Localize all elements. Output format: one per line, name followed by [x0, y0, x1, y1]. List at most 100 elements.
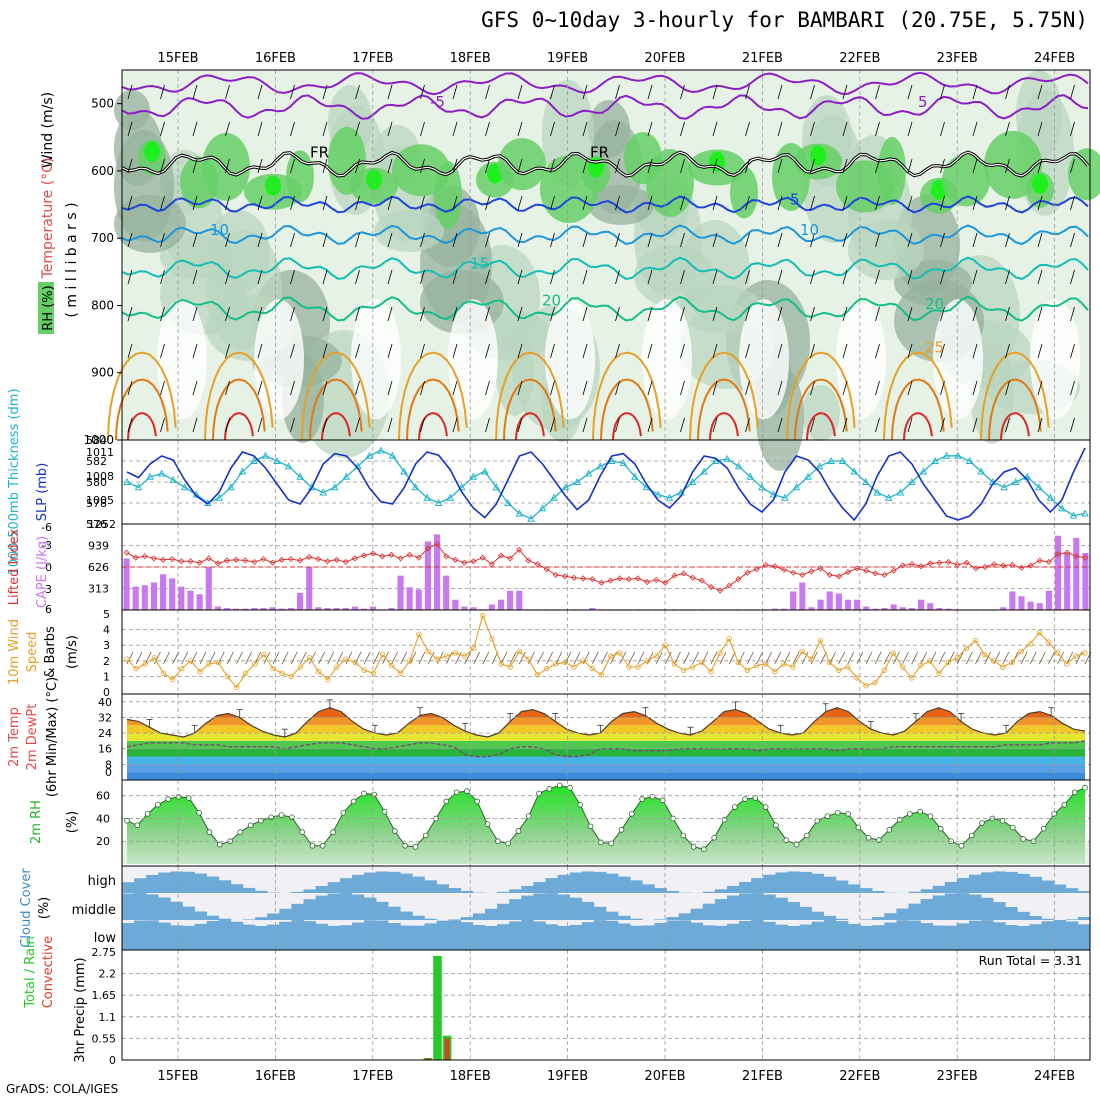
wind-speed-point-11 — [224, 673, 231, 680]
wind-speed-point-81 — [863, 683, 869, 689]
cloud-1-17 — [327, 893, 341, 920]
cape-bar-74 — [799, 582, 806, 610]
contour-label-3: 5 — [790, 191, 800, 209]
rh2m-point-1 — [134, 822, 141, 829]
cape-bar-75 — [808, 607, 815, 610]
cloud-2-54 — [775, 924, 788, 950]
cloud-1-24 — [412, 915, 425, 920]
li-point-8 — [196, 559, 203, 566]
barb-28-8 — [1037, 380, 1043, 396]
li-point-73 — [790, 569, 797, 576]
wind-speed-point-0 — [124, 656, 130, 662]
cape-bar-100 — [1036, 603, 1043, 610]
thickness-point-73 — [965, 457, 974, 464]
wind-speed-point-36 — [452, 650, 459, 656]
li-point-20 — [306, 553, 313, 561]
barb-28-5 — [1037, 269, 1043, 285]
thickness-point-72 — [954, 451, 962, 459]
thickness-point-27 — [434, 499, 443, 506]
cloud-1-62 — [872, 917, 885, 920]
cloud-0-40 — [606, 873, 619, 893]
barb-13-3 — [550, 195, 555, 211]
rh-shade-46 — [634, 245, 714, 307]
thickness-tick-2: 580 — [86, 476, 107, 489]
wind-barb-51 — [592, 651, 599, 665]
li-point-39 — [479, 554, 486, 561]
thickness-point-49 — [688, 478, 697, 485]
day-label-bottom-5: 20FEB — [644, 1069, 685, 1084]
wind-barb-46 — [546, 651, 554, 665]
cloud-2-1 — [134, 920, 147, 950]
temp-band-7 — [127, 717, 1085, 726]
rh2m-point-29 — [422, 832, 429, 839]
barb-10-0 — [452, 84, 458, 100]
wind-speed-point-33 — [425, 648, 431, 655]
li-point-99 — [1027, 562, 1034, 569]
barb-13-4 — [550, 232, 555, 248]
rh2m-point-65 — [793, 841, 800, 848]
wind-speed-point-48 — [562, 659, 568, 666]
thickness-point-40 — [584, 469, 593, 477]
barb-2-0 — [192, 84, 198, 100]
barb-29-4 — [1070, 232, 1075, 248]
wind-speed-point-53 — [607, 653, 614, 659]
cloud-2-38 — [581, 922, 595, 950]
cloud-1-28 — [460, 917, 474, 920]
cloud-0-8 — [218, 880, 232, 893]
cloud-2-8 — [218, 920, 232, 950]
li-point-30 — [397, 555, 404, 562]
barb-6-6 — [322, 306, 328, 322]
cloud-1-40 — [606, 911, 619, 920]
cloud-1-31 — [497, 903, 510, 920]
cloud-0-16 — [315, 886, 328, 893]
rh2m-point-18 — [309, 842, 316, 849]
thickness-point-34 — [515, 509, 524, 517]
barb-22-8 — [842, 380, 848, 396]
barb-27-2 — [1005, 158, 1010, 174]
barb-29-1 — [1070, 121, 1075, 137]
barb-27-8 — [1005, 380, 1010, 396]
wind-tick-5: 5 — [103, 608, 110, 621]
wind-speed-point-60 — [671, 661, 678, 667]
wind-speed-point-37 — [461, 653, 468, 659]
cloud-ylabel-1: Cloud Cover — [19, 868, 34, 948]
cloud-0-45 — [666, 890, 679, 893]
day-label-bottom-4: 19FEB — [547, 1069, 588, 1084]
upper-ytick-label-0: 500 — [91, 97, 114, 111]
barb-8-2 — [387, 158, 393, 174]
wind-barb-1 — [135, 651, 143, 665]
cloud-1-50 — [727, 895, 740, 920]
cloud-0-31 — [497, 891, 510, 893]
rh2m-point-41 — [546, 786, 553, 792]
li-point-84 — [890, 567, 897, 574]
cloud-1-51 — [739, 893, 752, 920]
li-point-103 — [1064, 549, 1071, 556]
cape-bar-89 — [936, 607, 943, 610]
cloud-1-79 — [1077, 916, 1091, 920]
cloud-2-16 — [315, 923, 328, 950]
wind-barb-92 — [966, 651, 973, 665]
wind-speed-point-102 — [1054, 650, 1061, 656]
cape-bar-78 — [835, 593, 842, 610]
li-point-5 — [169, 556, 176, 563]
barb-8-0 — [387, 84, 393, 100]
wind-speed-point-66 — [726, 636, 732, 642]
cloud-2-74 — [1017, 925, 1030, 950]
temp-band-5 — [127, 733, 1085, 741]
rh2m-point-82 — [968, 832, 975, 839]
rh-dry-2 — [351, 299, 401, 420]
cloud-2-61 — [860, 925, 873, 950]
temp-band-10 — [122, 694, 1090, 702]
wind-ylabel-1: 10m Wind — [7, 619, 22, 685]
li-point-92 — [963, 559, 970, 566]
barb-18-9 — [712, 417, 718, 433]
wind-barb-66 — [728, 651, 736, 665]
cape-bar-80 — [854, 599, 861, 610]
rh-moist-20 — [878, 136, 906, 205]
rh2m-point-16 — [289, 814, 295, 821]
rh2m-point-23 — [361, 790, 367, 797]
cape-bar-88 — [927, 603, 934, 610]
barb-17-0 — [680, 84, 685, 100]
cloud-0-54 — [775, 872, 788, 893]
rh2m-point-3 — [155, 801, 161, 808]
